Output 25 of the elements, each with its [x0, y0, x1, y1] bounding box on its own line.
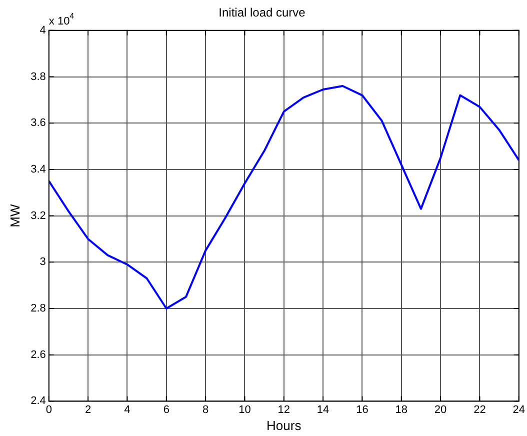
- y-tick-label: 2.8: [30, 302, 46, 315]
- x-tick-label: 8: [202, 404, 209, 416]
- x-tick-label: 14: [316, 404, 330, 416]
- y-tick-label: 3.4: [30, 163, 46, 176]
- chart-title: Initial load curve: [218, 6, 306, 20]
- x-tick-label: 12: [278, 404, 290, 416]
- y-tick-label: 3.2: [30, 210, 46, 222]
- x-tick-label: 10: [238, 404, 251, 416]
- x-tick-label: 6: [163, 404, 170, 416]
- x-tick-label: 24: [512, 404, 526, 416]
- x-axis-title: Hours: [266, 418, 302, 433]
- x-tick-label: 0: [46, 404, 52, 416]
- y-tick-label: 2.6: [30, 348, 46, 361]
- x-tick-label: 16: [356, 404, 368, 416]
- y-tick-label: 2.4: [30, 395, 46, 408]
- y-tick-label: 3.6: [30, 117, 46, 130]
- y-tick-label: 4: [40, 24, 46, 36]
- x-tick-label: 4: [124, 404, 130, 416]
- y-tick-label: 3.8: [30, 70, 46, 83]
- x-tick-label: 22: [474, 404, 486, 416]
- x-tick-label: 18: [395, 404, 408, 416]
- x-tick-label: 2: [84, 404, 92, 416]
- x-tick-label: 20: [434, 404, 447, 416]
- y-axis-title: MW: [7, 204, 22, 228]
- y-tick-label: 3: [40, 256, 46, 268]
